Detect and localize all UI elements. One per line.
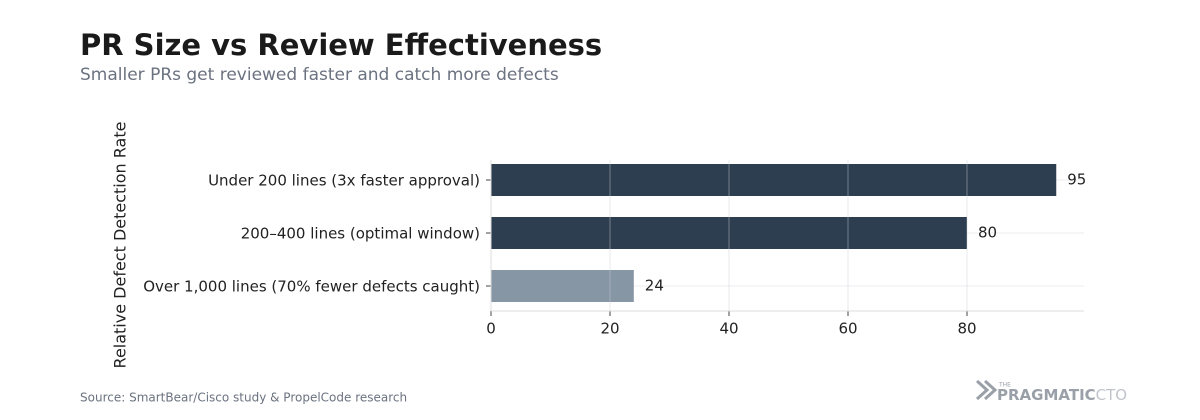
logo-small: THE — [998, 382, 1011, 389]
value-label: 24 — [645, 277, 664, 295]
value-label: 80 — [978, 224, 997, 242]
logo-accent: CTO — [1096, 386, 1127, 404]
bar — [491, 217, 967, 249]
logo-icon — [975, 379, 998, 401]
chart-subtitle: Smaller PRs get reviewed faster and catc… — [80, 65, 559, 85]
y-tick-label: 200–400 lines (optimal window) — [241, 225, 480, 243]
logo-main: PRAGMATICCTO — [997, 386, 1127, 404]
x-tick-label: 60 — [838, 320, 857, 338]
x-tick-label: 40 — [719, 320, 738, 338]
source-note: Source: SmartBear/Cisco study & PropelCo… — [80, 391, 407, 405]
x-tick-label: 20 — [600, 320, 619, 338]
y-axis-label: Relative Defect Detection Rate — [111, 122, 130, 369]
bar — [491, 270, 634, 302]
chart-title: PR Size vs Review Effectiveness — [80, 28, 602, 62]
value-label: 95 — [1067, 171, 1086, 189]
x-tick-label: 80 — [957, 320, 976, 338]
bar — [491, 164, 1057, 196]
y-tick-label: Over 1,000 lines (70% fewer defects caug… — [143, 278, 480, 296]
x-tick-label: 0 — [486, 320, 496, 338]
logo: THE PRAGMATICCTO — [975, 379, 1127, 404]
logo-main-text: PRAGMATIC — [997, 386, 1096, 404]
y-tick-label: Under 200 lines (3x faster approval) — [208, 172, 480, 190]
